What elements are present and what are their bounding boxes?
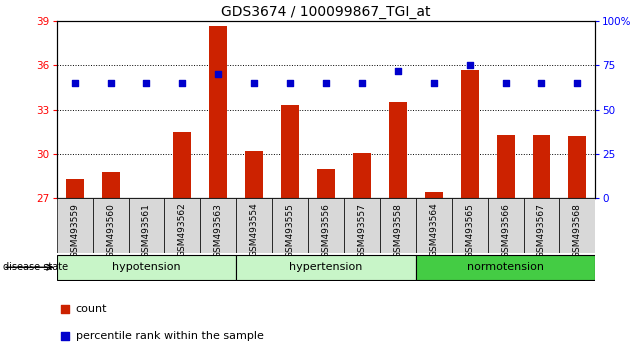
Text: GSM493563: GSM493563 [214, 202, 223, 257]
Bar [209, 25, 227, 198]
Point [357, 80, 367, 86]
Point [213, 72, 223, 77]
Bar [425, 192, 443, 198]
Point [464, 63, 475, 68]
FancyBboxPatch shape [488, 198, 524, 253]
FancyBboxPatch shape [93, 198, 129, 253]
Text: GSM493564: GSM493564 [429, 202, 438, 257]
FancyBboxPatch shape [57, 255, 236, 280]
Point [60, 333, 70, 339]
Bar [66, 179, 84, 198]
Text: count: count [76, 304, 107, 314]
FancyBboxPatch shape [308, 198, 344, 253]
Text: GSM493556: GSM493556 [321, 202, 331, 257]
FancyBboxPatch shape [344, 198, 380, 253]
Text: percentile rank within the sample: percentile rank within the sample [76, 331, 263, 341]
Text: GSM493558: GSM493558 [393, 202, 403, 257]
Bar [389, 102, 407, 198]
Point [500, 80, 510, 86]
Text: GSM493557: GSM493557 [357, 202, 367, 257]
Text: GSM493566: GSM493566 [501, 202, 510, 257]
Title: GDS3674 / 100099867_TGI_at: GDS3674 / 100099867_TGI_at [221, 5, 431, 19]
Text: GSM493554: GSM493554 [249, 202, 259, 257]
Text: GSM493555: GSM493555 [285, 202, 295, 257]
Bar [317, 169, 335, 198]
Bar [101, 172, 120, 198]
Point [249, 80, 260, 86]
Bar [568, 136, 587, 198]
Point [321, 80, 331, 86]
FancyBboxPatch shape [416, 255, 595, 280]
Bar [353, 153, 371, 198]
Text: normotension: normotension [467, 262, 544, 272]
FancyBboxPatch shape [452, 198, 488, 253]
Text: hypertension: hypertension [289, 262, 363, 272]
FancyBboxPatch shape [236, 255, 416, 280]
Text: GSM493559: GSM493559 [70, 202, 79, 257]
Point [105, 80, 116, 86]
Text: GSM493568: GSM493568 [573, 202, 582, 257]
FancyBboxPatch shape [164, 198, 200, 253]
Text: GSM493561: GSM493561 [142, 202, 151, 257]
Bar [281, 105, 299, 198]
FancyBboxPatch shape [236, 198, 272, 253]
FancyBboxPatch shape [524, 198, 559, 253]
FancyBboxPatch shape [559, 198, 595, 253]
Point [285, 80, 295, 86]
Bar [532, 135, 551, 198]
Text: GSM493567: GSM493567 [537, 202, 546, 257]
Bar [245, 151, 263, 198]
FancyBboxPatch shape [272, 198, 308, 253]
Text: disease state: disease state [3, 262, 68, 272]
Point [70, 80, 79, 86]
Text: hypotension: hypotension [112, 262, 181, 272]
Point [428, 80, 438, 86]
FancyBboxPatch shape [57, 198, 93, 253]
FancyBboxPatch shape [129, 198, 164, 253]
FancyBboxPatch shape [200, 198, 236, 253]
FancyBboxPatch shape [416, 198, 452, 253]
Bar [496, 135, 515, 198]
Text: GSM493565: GSM493565 [465, 202, 474, 257]
Text: GSM493560: GSM493560 [106, 202, 115, 257]
Bar [173, 132, 192, 198]
Point [392, 68, 403, 74]
Point [572, 80, 582, 86]
Point [141, 80, 151, 86]
Point [536, 80, 546, 86]
Point [178, 80, 188, 86]
Bar [461, 70, 479, 198]
FancyBboxPatch shape [380, 198, 416, 253]
Text: GSM493562: GSM493562 [178, 202, 187, 257]
Point [60, 307, 70, 312]
